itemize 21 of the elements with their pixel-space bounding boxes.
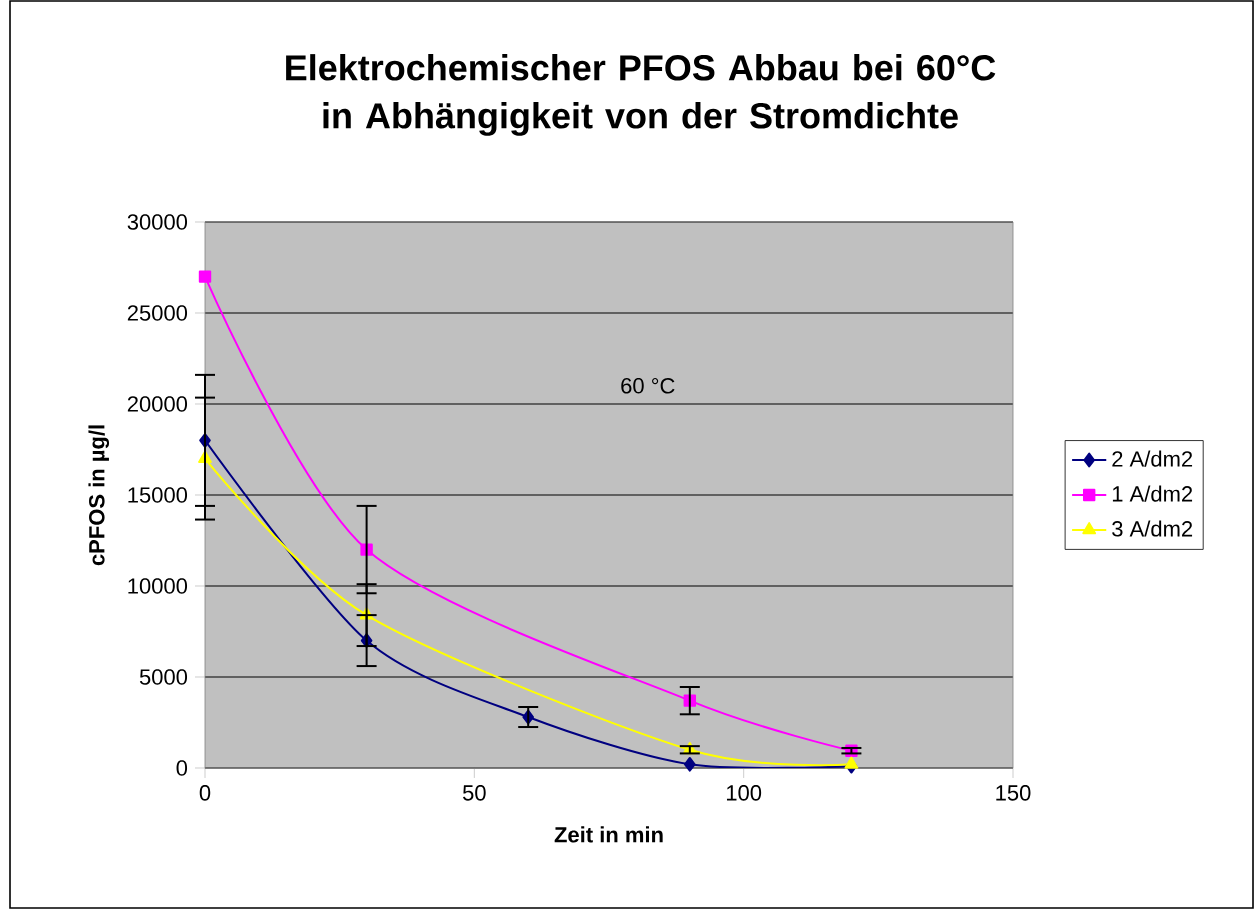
chart-title: Elektrochemischer PFOS Abbau bei 60°C in Abhängigkeit von der Stromdichte (286, 54, 996, 136)
y-tick-label: 20000 (127, 396, 188, 412)
y-tick-label: 5000 (139, 669, 188, 685)
x-tick-label: 0 (199, 785, 211, 801)
y-tick-label: 0 (176, 760, 188, 776)
y-axis-title: cPFOS in µg/l (88, 425, 110, 566)
annotation: 60 °C (621, 378, 675, 394)
legend-label: 1 A/dm2 (1112, 485, 1193, 502)
y-tick-label: 15000 (128, 487, 188, 503)
x-tick-label: 100 (726, 785, 762, 801)
point (198, 270, 212, 283)
y-tick-label: 10000 (128, 578, 188, 594)
y-tick-label: 30000 (127, 214, 188, 230)
point (684, 756, 696, 772)
legend-label: 2 A/dm2 (1112, 450, 1193, 467)
legend-label: 3 A/dm2 (1112, 520, 1193, 537)
point (844, 756, 859, 769)
x-tick-label: 150 (996, 785, 1031, 801)
y-tick-label: 25000 (127, 305, 188, 321)
x-tick-label: 50 (462, 785, 486, 801)
x-axis-title: Zeit in min (554, 826, 663, 843)
